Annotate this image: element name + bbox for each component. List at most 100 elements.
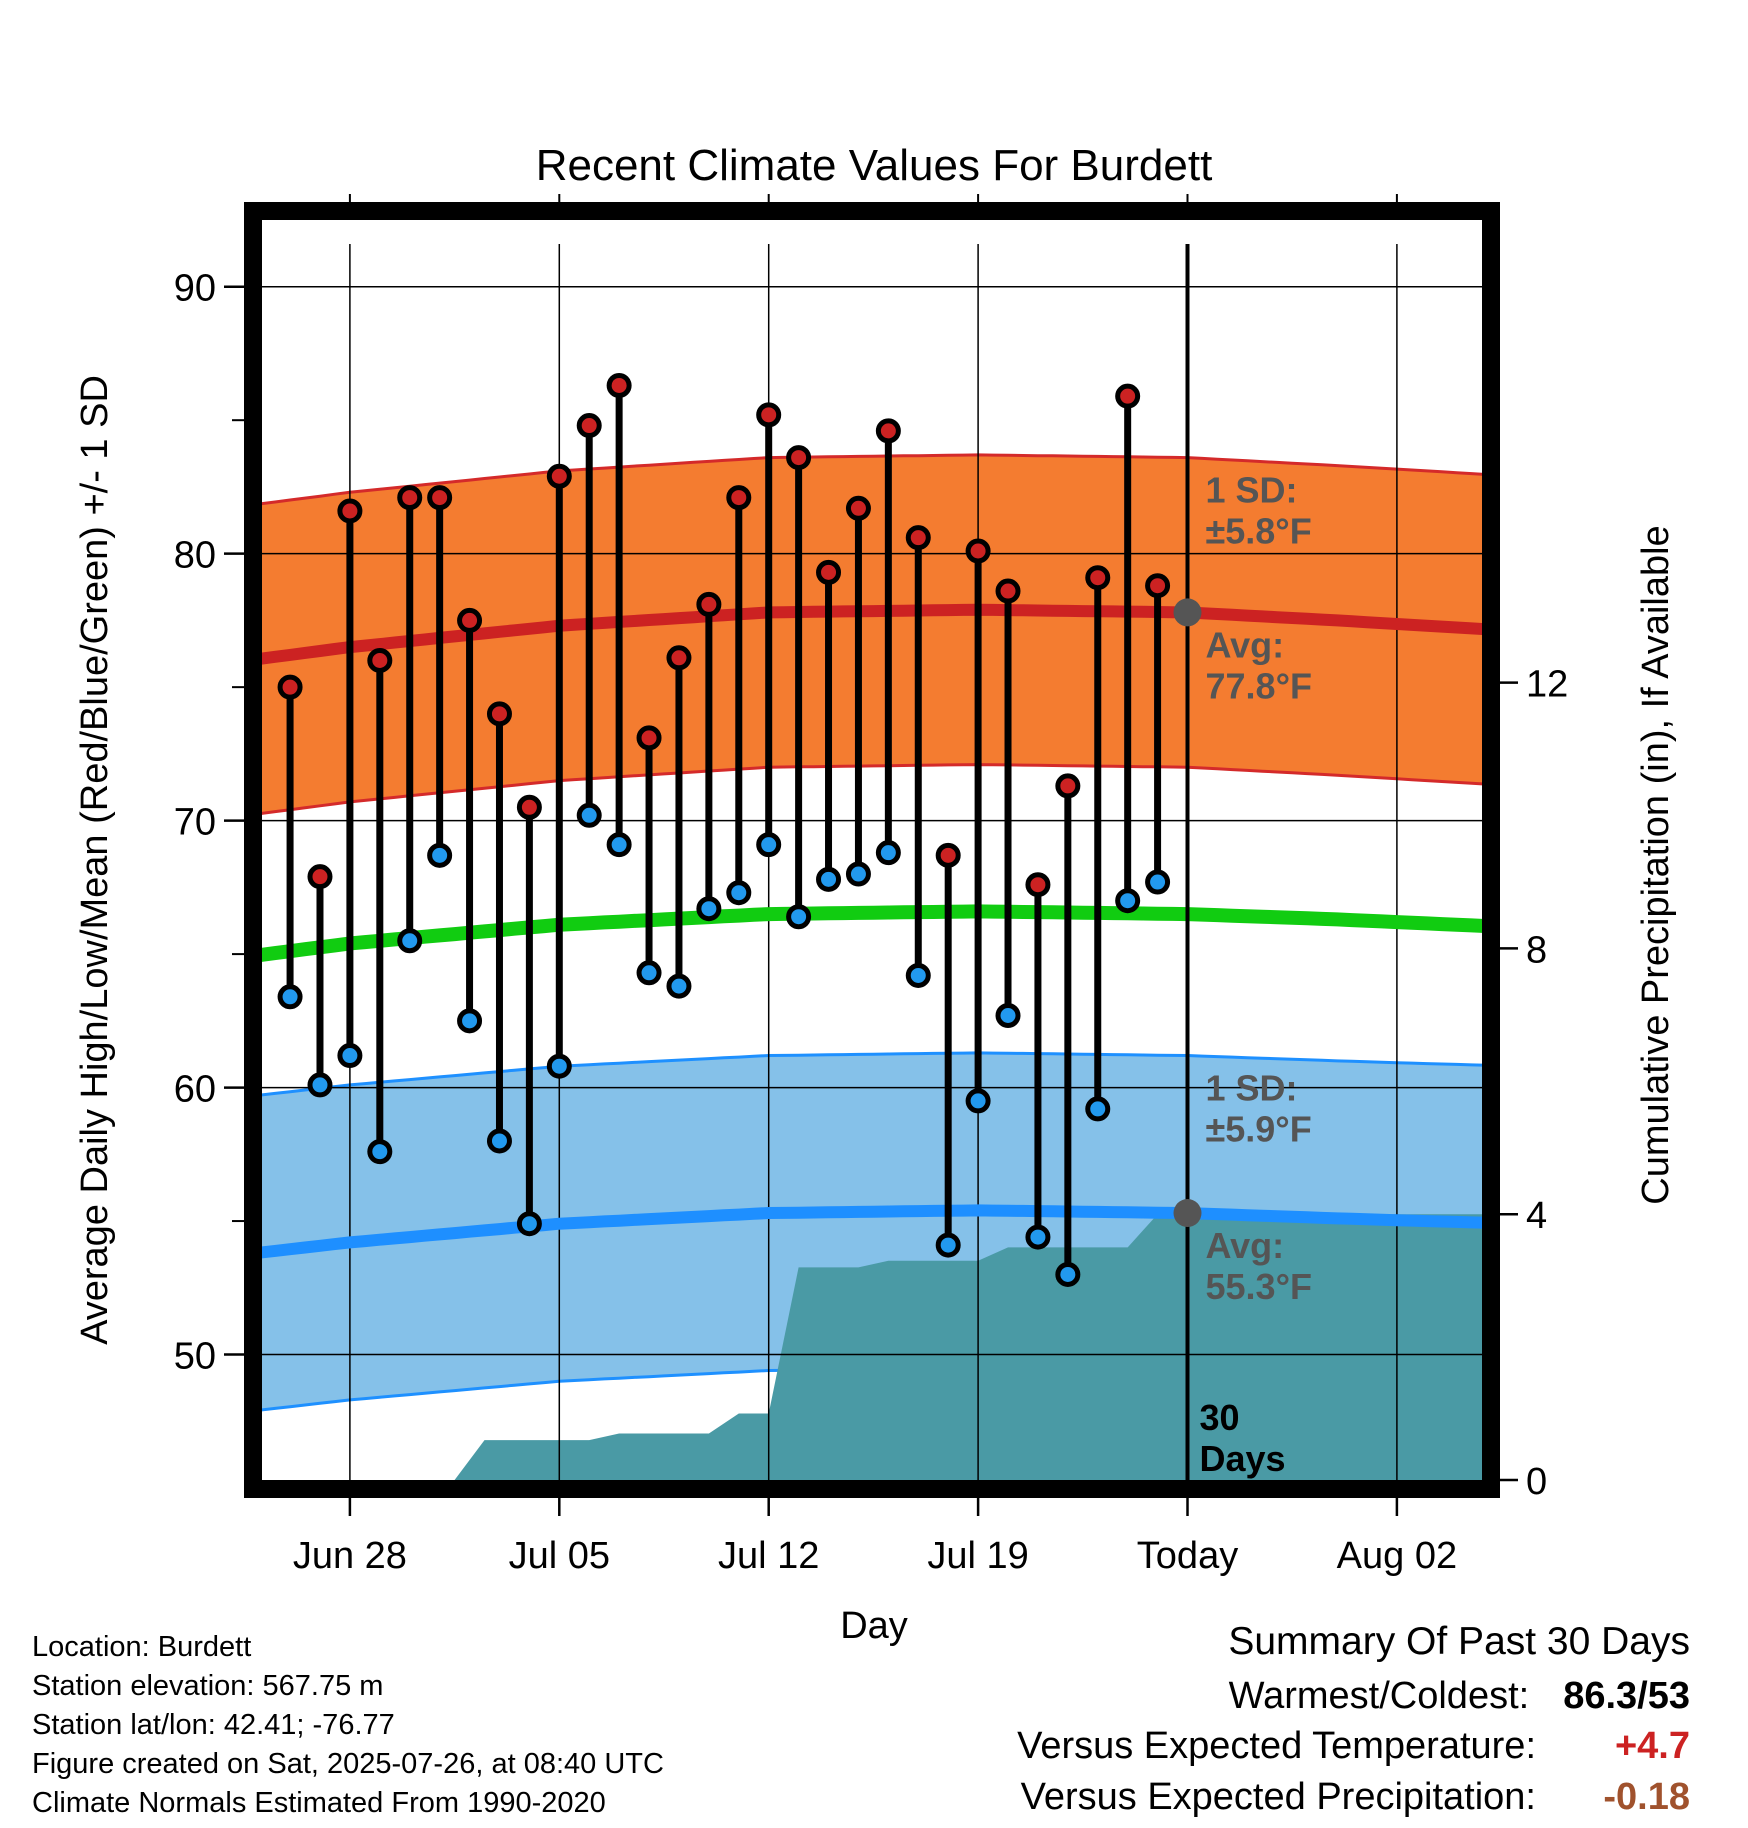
high-sd-annotation: ±5.8°F — [1206, 511, 1312, 552]
summary-warmest-label: Warmest/Coldest: — [1228, 1675, 1530, 1717]
window-annotation: 30 — [1200, 1397, 1240, 1438]
summary-temp-label: Versus Expected Temperature: — [1017, 1725, 1536, 1767]
high-point — [546, 463, 572, 489]
low-point — [546, 1053, 572, 1079]
summary-title: Summary Of Past 30 Days — [1228, 1620, 1690, 1663]
summary-warmest-value: 86.3/53 — [1563, 1675, 1690, 1717]
low-point — [965, 1088, 991, 1114]
low-point — [457, 1008, 483, 1034]
high-point — [935, 842, 961, 868]
high-point — [995, 578, 1021, 604]
high-point — [486, 701, 512, 727]
low-point — [845, 861, 871, 887]
low-point — [995, 1002, 1021, 1028]
info-normals: Climate Normals Estimated From 1990-2020 — [32, 1787, 606, 1819]
high-point — [337, 498, 363, 524]
high-point — [427, 485, 453, 511]
high-point — [756, 402, 782, 428]
y-tick-label: 50 — [174, 1336, 216, 1378]
low-point — [277, 984, 303, 1010]
today-high-avg-marker — [1173, 598, 1202, 627]
info-location: Location: Burdett — [32, 1631, 252, 1663]
y2-tick-label: 4 — [1526, 1195, 1547, 1237]
high-point — [606, 372, 632, 398]
x-tick-label: Today — [1137, 1535, 1238, 1577]
low-avg-annotation: Avg: — [1206, 1225, 1285, 1266]
low-point — [1115, 888, 1141, 914]
low-point — [516, 1211, 542, 1237]
high-point — [786, 445, 812, 471]
low-point — [935, 1232, 961, 1258]
y2-tick-label: 12 — [1526, 664, 1568, 706]
low-point — [486, 1128, 512, 1154]
precip-area — [262, 1214, 1482, 1480]
high-point — [636, 725, 662, 751]
station-info: Location: Burdett Station elevation: 567… — [32, 1628, 664, 1823]
low-point — [1145, 869, 1171, 895]
x-tick-label: Jul 12 — [718, 1535, 819, 1577]
mean-avg-line — [262, 904, 1482, 962]
info-created: Figure created on Sat, 2025-07-26, at 08… — [32, 1748, 664, 1780]
summary-precip-row: Versus Expected Precipitation: -0.18 — [1021, 1776, 1690, 1819]
high-point — [1025, 872, 1051, 898]
low-point — [397, 928, 423, 954]
low-point — [666, 973, 692, 999]
x-tick-label: Jul 05 — [509, 1535, 610, 1577]
low-point — [1025, 1224, 1051, 1250]
x-axis-label: Day — [840, 1605, 908, 1647]
high-point — [367, 647, 393, 673]
high-point — [1145, 573, 1171, 599]
high-sd-band — [262, 454, 1482, 814]
high-point — [965, 538, 991, 564]
high-point — [1115, 383, 1141, 409]
low-sd-band-upper-edge — [262, 1051, 1482, 1097]
high-point — [816, 559, 842, 585]
summary-precip-value: -0.18 — [1603, 1776, 1690, 1818]
high-point — [457, 607, 483, 633]
x-tick-label: Aug 02 — [1337, 1535, 1457, 1577]
summary-precip-label: Versus Expected Precipitation: — [1020, 1776, 1536, 1818]
high-point — [516, 794, 542, 820]
low-point — [756, 832, 782, 858]
y-tick-label: 70 — [174, 802, 216, 844]
low-point — [696, 896, 722, 922]
high-point — [696, 591, 722, 617]
high-sd-annotation: 1 SD: — [1206, 470, 1298, 511]
low-point — [1085, 1096, 1111, 1122]
high-point — [1085, 565, 1111, 591]
low-sd-annotation: ±5.9°F — [1206, 1109, 1312, 1150]
y-axis-label: Average Daily High/Low/Mean (Red/Blue/Gr… — [74, 375, 116, 1345]
y2-tick-label: 0 — [1526, 1461, 1547, 1503]
high-point — [576, 413, 602, 439]
today-low-avg-marker — [1173, 1199, 1202, 1228]
high-point — [905, 525, 931, 551]
high-point — [845, 495, 871, 521]
low-avg-annotation: 55.3°F — [1206, 1266, 1312, 1307]
high-point — [1055, 773, 1081, 799]
high-point — [277, 674, 303, 700]
plot-border — [244, 202, 1500, 1498]
y-tick-label: 60 — [174, 1069, 216, 1111]
y-tick-label: 80 — [174, 535, 216, 577]
info-latlon: Station lat/lon: 42.41; -76.77 — [32, 1709, 395, 1741]
low-point — [1055, 1261, 1081, 1287]
y2-tick-label: 8 — [1526, 929, 1547, 971]
low-point — [307, 1072, 333, 1098]
high-point — [726, 485, 752, 511]
low-point — [636, 960, 662, 986]
summary-warmest-row: Warmest/Coldest: 86.3/53 — [1229, 1675, 1690, 1718]
y2-axis-label: Cumulative Precipitation (in), If Availa… — [1635, 525, 1677, 1204]
low-point — [726, 880, 752, 906]
summary-temp-row: Versus Expected Temperature: +4.7 — [1017, 1725, 1690, 1768]
y-tick-label: 90 — [174, 268, 216, 310]
high-point — [397, 485, 423, 511]
low-point — [905, 962, 931, 988]
low-point — [427, 842, 453, 868]
high-point — [666, 645, 692, 671]
high-point — [307, 864, 333, 890]
low-point — [606, 832, 632, 858]
x-tick-label: Jul 19 — [927, 1535, 1028, 1577]
